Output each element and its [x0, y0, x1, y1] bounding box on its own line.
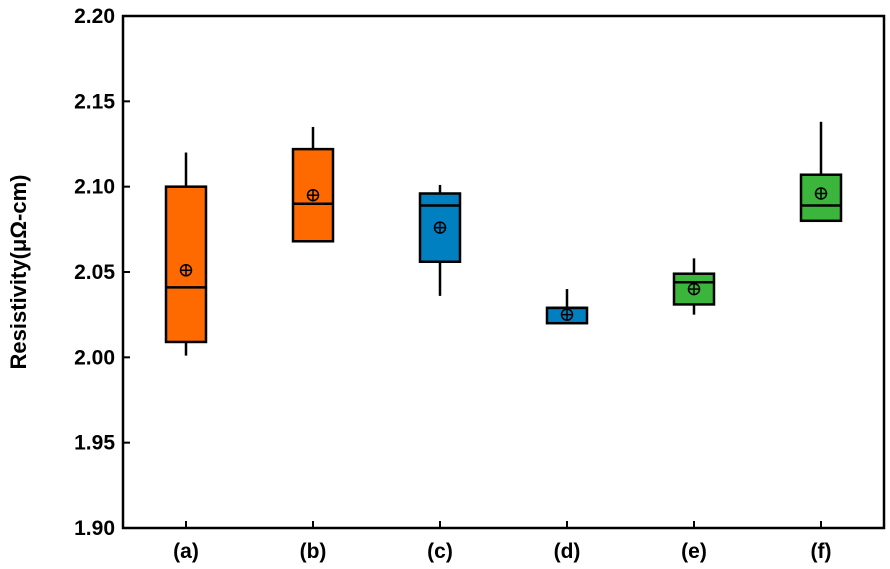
x-tick-label: (f): [811, 540, 832, 563]
y-tick-label: 1.95: [74, 432, 115, 455]
y-tick-label: 2.10: [74, 176, 115, 199]
x-tick-label: (b): [300, 540, 327, 563]
x-tick-label: (d): [554, 540, 581, 563]
y-axis-title: Resistivity(μΩ-cm): [6, 175, 31, 370]
y-tick-label: 2.05: [74, 261, 115, 284]
y-tick-label: 2.00: [74, 346, 115, 369]
x-tick-label: (e): [681, 540, 707, 563]
y-tick-label: 1.90: [74, 517, 115, 540]
y-tick-label: 2.15: [74, 90, 115, 113]
y-tick-label: 2.20: [74, 5, 115, 28]
box-group: [672, 258, 716, 315]
box-group: [418, 184, 462, 296]
box-group: [799, 121, 843, 223]
x-tick-label: (a): [173, 540, 199, 563]
box-group: [164, 152, 208, 356]
x-tick-label: (c): [427, 540, 453, 563]
box-group: [545, 289, 589, 325]
plot-frame: [121, 14, 886, 530]
box-group: [291, 126, 335, 243]
